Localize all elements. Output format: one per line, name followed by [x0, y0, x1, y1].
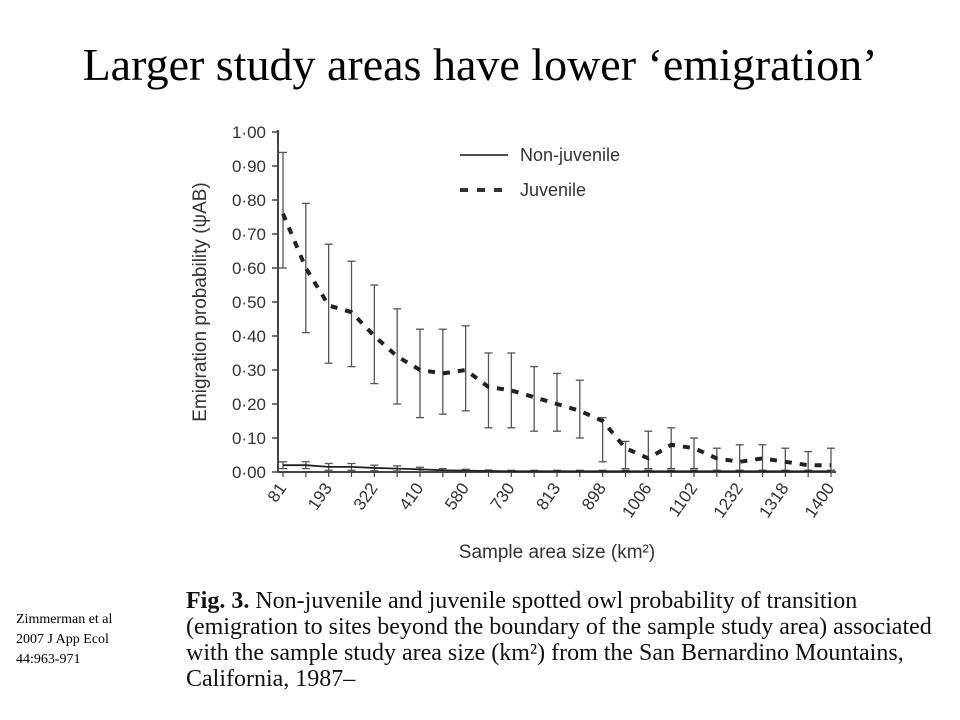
y-tick-label: 0·40	[232, 327, 266, 346]
citation: Zimmerman et al 2007 J App Ecol 44:963-9…	[16, 610, 176, 670]
figure-caption: Fig. 3. Non-juvenile and juvenile spotte…	[186, 588, 956, 720]
x-tick-label: 1318	[755, 479, 792, 521]
y-tick-label: 0·70	[232, 225, 266, 244]
y-ticks: 0·00 0·10 0·20 0·30 0·40 0·50 0·60 0·70 0·80 0·90…	[232, 123, 278, 482]
y-axis-label: Emigration probability (ψAB)	[190, 182, 211, 422]
series-line-non-juvenile	[283, 464, 831, 473]
x-tick-label: 1400	[801, 479, 838, 521]
y-tick-label: 0·00	[232, 463, 266, 482]
x-tick-label: 193	[304, 479, 336, 513]
x-tick-label: 580	[441, 479, 473, 513]
x-tick-label: 410	[395, 479, 427, 513]
emigration-chart: 0·00 0·10 0·20 0·30 0·40 0·50 0·60 0·70 0·80 0·90…	[190, 123, 838, 563]
y-tick-label: 0·10	[232, 429, 266, 448]
y-tick-label: 0·50	[232, 293, 266, 312]
x-tick-label: 898	[578, 479, 610, 513]
y-tick-label: 1·00	[232, 123, 266, 142]
y-tick-label: 0·20	[232, 395, 266, 414]
x-ticks: 81 193 322 410 580 730 813 898 1006 1102 1232 1318 1…	[264, 472, 838, 521]
series-lines	[281, 212, 831, 473]
citation-line: 2007 J App Ecol	[16, 632, 109, 647]
citation-line: Zimmerman et al	[16, 612, 113, 627]
x-tick-label: 81	[264, 479, 290, 505]
citation-line: 44:963-971	[16, 652, 81, 667]
legend-label: Non-juvenile	[520, 145, 620, 165]
x-tick-label: 730	[487, 479, 519, 513]
slide-title: Larger study areas have lower ‘emigratio…	[82, 39, 878, 90]
series-line-juvenile	[281, 212, 831, 468]
y-tick-label: 0·60	[232, 259, 266, 278]
y-tick-label: 0·90	[232, 157, 266, 176]
y-tick-label: 0·30	[232, 361, 266, 380]
x-tick-label: 1102	[665, 479, 702, 520]
x-tick-label: 322	[350, 479, 382, 513]
legend-label: Juvenile	[520, 180, 586, 200]
y-tick-label: 0·80	[232, 191, 266, 210]
caption-label: Fig. 3.	[186, 588, 250, 614]
caption-text: Non-juvenile and juvenile spotted owl pr…	[186, 588, 932, 692]
error-bars	[279, 151, 835, 473]
x-tick-label: 1232	[710, 479, 747, 521]
x-tick-label: 813	[532, 479, 564, 513]
x-axis-label: Sample area size (km²)	[459, 542, 655, 563]
x-tick-label: 1006	[618, 479, 655, 521]
chart-legend: Non-juvenile Juvenile	[460, 145, 620, 200]
